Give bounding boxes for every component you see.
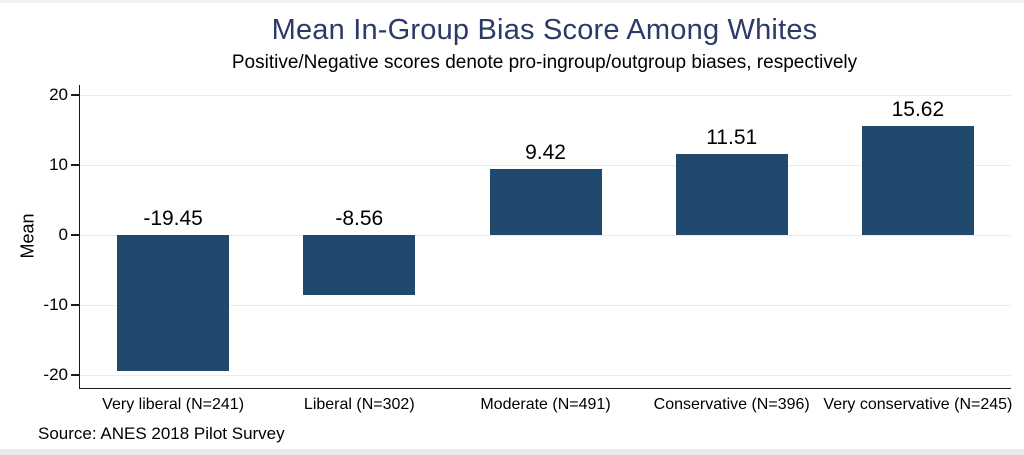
y-tick-mark: [71, 234, 79, 236]
y-gridline: [80, 164, 1011, 166]
y-tick-mark: [71, 304, 79, 306]
bar: [303, 235, 416, 295]
bar: [675, 154, 788, 235]
y-gridline: [80, 374, 1011, 376]
window-top-edge: [0, 0, 1024, 3]
bar-value-label: 15.62: [891, 97, 945, 121]
y-tick-label: 20: [49, 85, 68, 104]
source-note: Source: ANES 2018 Pilot Survey: [38, 424, 285, 443]
y-tick-mark: [71, 374, 79, 376]
chart-subtitle: Positive/Negative scores denote pro-ingr…: [231, 51, 858, 73]
x-category-label: Conservative (N=396): [653, 396, 810, 413]
bar-value-label: -19.45: [143, 207, 203, 230]
y-tick-mark: [71, 94, 79, 96]
chart-header: Mean In-Group Bias Score Among Whites Po…: [79, 13, 1010, 74]
chart-title: Mean In-Group Bias Score Among Whites: [271, 14, 818, 46]
bar-value-label: 11.51: [706, 126, 758, 150]
plot-area: 20 10 0 -10 -20 -19.45 Very liberal (N=241) -8.…: [43, 85, 1012, 413]
x-category-label: Very conservative (N=245): [823, 396, 1013, 413]
y-tick-mark: [71, 164, 79, 166]
bar: [861, 125, 974, 235]
bar: [489, 169, 602, 235]
y-gridline: [80, 234, 1011, 236]
y-gridline: [80, 94, 1011, 96]
y-tick-label: -10: [43, 295, 68, 314]
y-tick-label: 10: [49, 155, 68, 174]
bar-value-label: 9.42: [525, 141, 566, 165]
x-category-label: Moderate (N=491): [480, 396, 611, 413]
x-category-label: Liberal (N=302): [303, 396, 415, 413]
bar-value-label: -8.56: [335, 207, 384, 230]
x-category-label: Very liberal (N=241): [102, 396, 245, 413]
y-gridline: [80, 304, 1011, 306]
bar: [117, 235, 230, 372]
y-tick-label: 0: [58, 225, 68, 244]
y-tick-label: -20: [43, 365, 68, 384]
window-bottom-edge: [0, 449, 1024, 455]
